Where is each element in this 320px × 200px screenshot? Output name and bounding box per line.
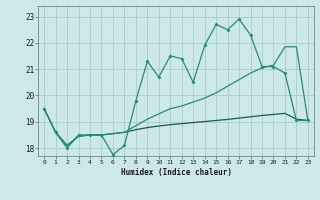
X-axis label: Humidex (Indice chaleur): Humidex (Indice chaleur) [121, 168, 231, 177]
